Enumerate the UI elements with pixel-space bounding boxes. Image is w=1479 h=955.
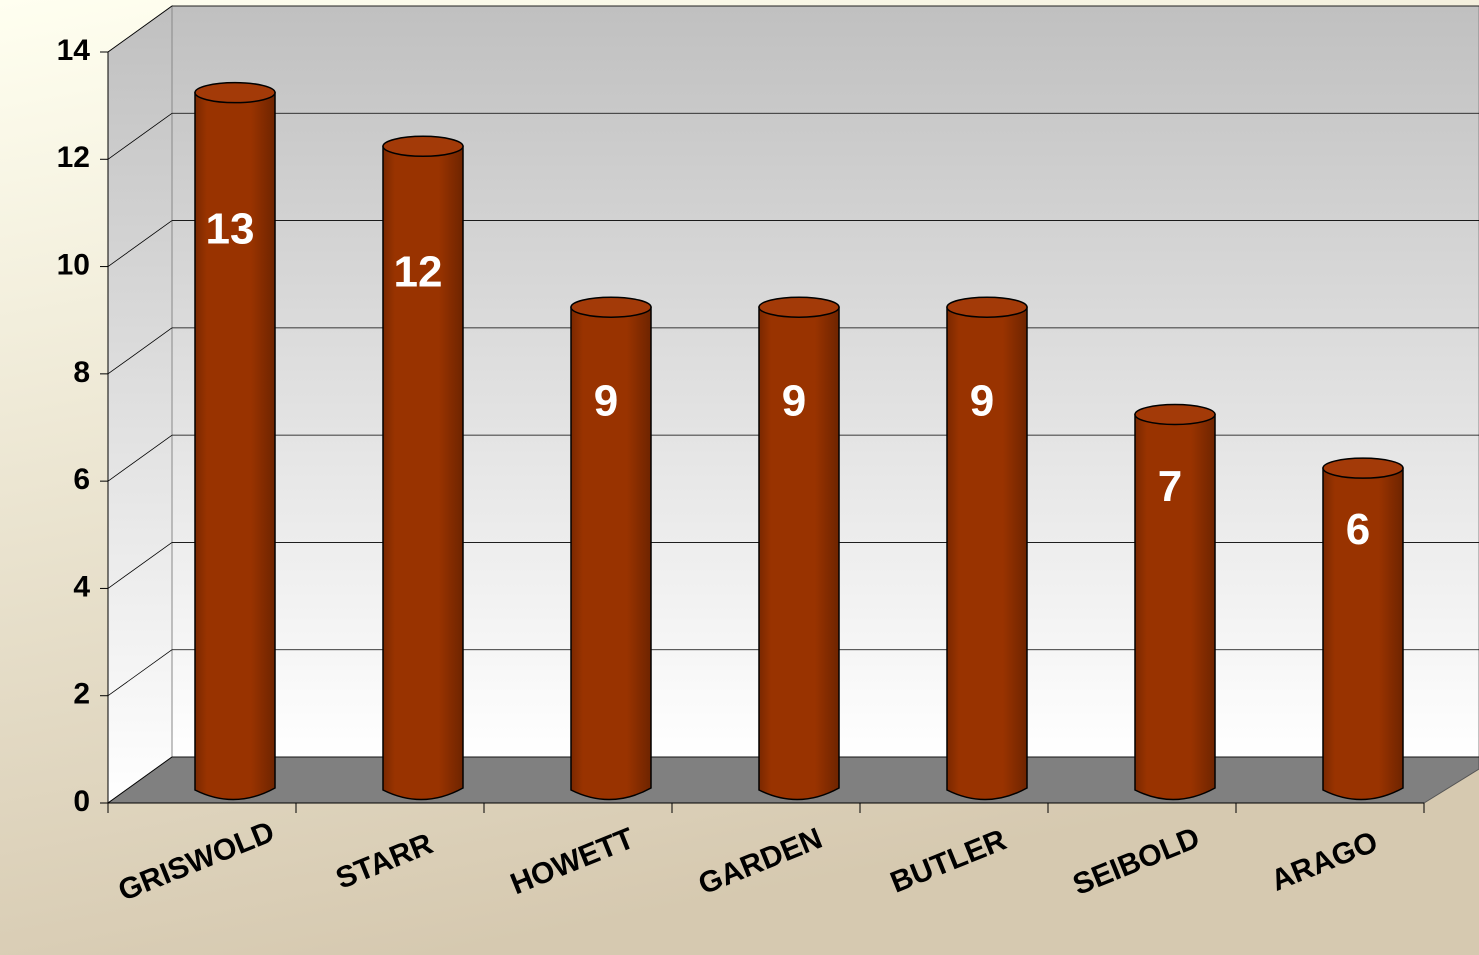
bar [946,296,1028,801]
y-tick-label: 0 [73,785,90,818]
grid-line [107,542,173,589]
bar-top [946,296,1028,318]
side-wall [107,5,173,804]
bar [1134,403,1216,801]
bar-body [1322,467,1404,801]
bar-top [758,296,840,318]
bar [382,135,464,801]
bar-top [1134,403,1216,426]
bar-body [194,91,276,801]
grid-line [107,112,173,160]
y-tick-label: 2 [73,678,90,711]
grid-line [107,327,173,375]
grid-line [107,5,173,53]
bar-body [382,145,464,801]
bar-body [1134,413,1216,801]
value-label: 9 [970,376,994,425]
bar [194,81,276,801]
grid-line [107,649,173,697]
value-label: 6 [1346,505,1370,554]
y-tick-label: 10 [57,248,90,281]
bar-body [758,306,840,801]
value-label: 13 [206,205,255,254]
y-tick-label: 14 [57,34,91,67]
bar [570,296,652,801]
value-label: 7 [1158,462,1182,511]
grid-line [107,756,173,804]
value-label: 12 [394,248,443,297]
bar [758,296,840,801]
value-label: 9 [594,376,618,425]
bar-body [570,306,652,801]
bar-top [194,81,276,104]
y-tick-label: 4 [73,570,90,603]
bar-top [570,296,652,318]
y-tick-label: 8 [73,356,90,389]
y-tick-label: 12 [57,141,90,174]
grid-line [107,434,173,482]
grid-line [107,220,173,267]
bar-top [382,135,464,158]
y-tick-label: 6 [73,463,90,496]
bar [1322,457,1404,801]
bar-body [946,306,1028,801]
value-label: 9 [782,376,806,425]
bar-top [1322,457,1404,479]
